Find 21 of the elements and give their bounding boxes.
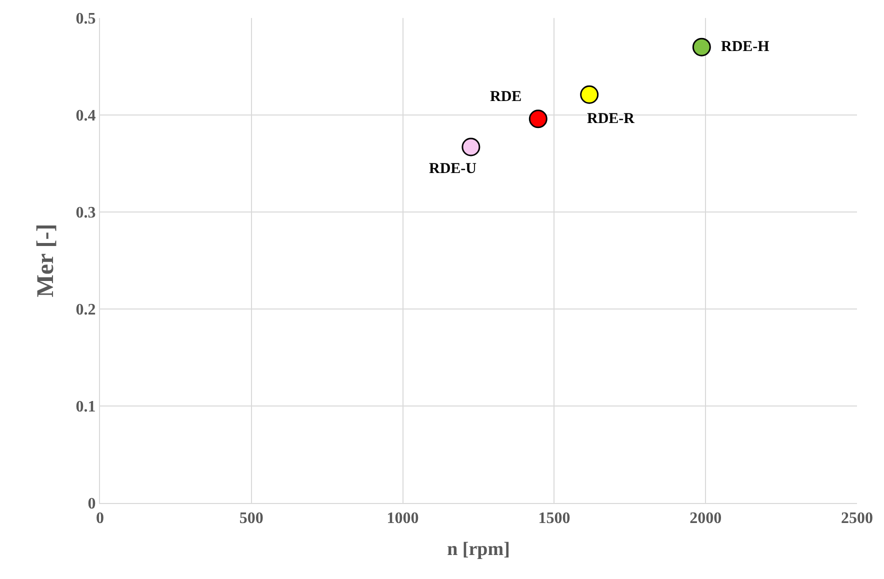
- point: [462, 138, 480, 156]
- x-tick-label: 1500: [538, 510, 570, 528]
- point: [692, 38, 711, 56]
- annotation: RDE: [490, 89, 522, 105]
- annotation: RDE-R: [587, 111, 635, 127]
- x-tick-label: 2500: [841, 510, 873, 528]
- annotation: RDE-U: [429, 161, 477, 177]
- y-tick-label: 0: [88, 496, 96, 513]
- x-tick-label: 2000: [690, 510, 722, 528]
- y-tick-label: 0.3: [76, 204, 96, 222]
- y-tick-label: 0.5: [76, 10, 96, 28]
- annotation: RDE-H: [721, 39, 770, 55]
- x-tick-label: 1000: [386, 510, 419, 528]
- y-tick-label: 0.1: [76, 398, 96, 416]
- y-tick-label: 0.2: [76, 302, 96, 319]
- y-tick-label: 0.4: [76, 108, 96, 125]
- x-axis-title: n [rpm]: [447, 539, 510, 560]
- point: [528, 110, 548, 128]
- x-tick-label: 500: [239, 510, 264, 528]
- point: [580, 85, 599, 104]
- y-axis-title: Mer [-]: [32, 224, 59, 298]
